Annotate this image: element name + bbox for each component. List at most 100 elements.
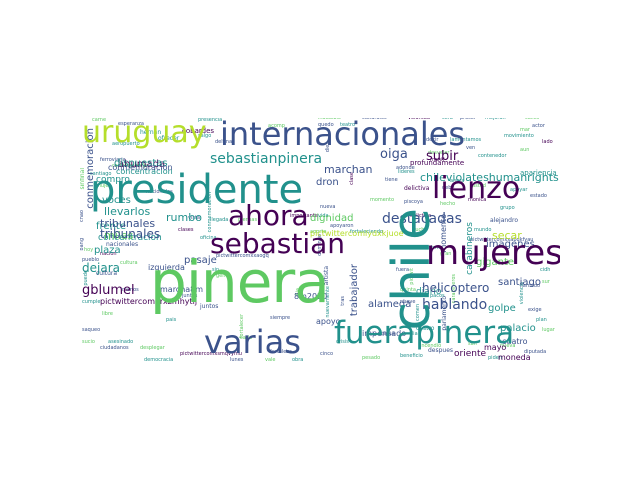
word: aeropuerto — [112, 141, 140, 147]
word: asesinado — [108, 339, 134, 345]
word: miles — [104, 229, 134, 242]
word: marcha8m — [160, 285, 204, 294]
word-ahora: ahora — [228, 199, 309, 232]
word: ahumada — [118, 159, 166, 170]
word: santiago — [90, 171, 112, 177]
word: teatro — [340, 122, 356, 128]
word: piensas — [238, 217, 258, 223]
word: ciudadanos — [100, 345, 129, 351]
word: cinco — [320, 351, 334, 357]
word: oficina — [200, 235, 217, 241]
word: lamentamos — [450, 137, 482, 143]
word: clases — [178, 227, 194, 233]
word: chao — [80, 210, 85, 223]
word: pasaje — [184, 255, 217, 266]
word: izquierda — [148, 263, 185, 272]
word: cidh — [540, 267, 551, 273]
word: imagenes — [486, 239, 535, 250]
word: ven — [466, 145, 476, 151]
word: oiga — [380, 147, 408, 162]
word: oriente — [454, 349, 487, 359]
word: dia — [410, 331, 418, 337]
word: llevarlos — [104, 205, 151, 218]
word: apariencia — [520, 169, 557, 177]
word: dignidad — [310, 213, 354, 224]
word: trabajador — [349, 264, 360, 317]
word: despues — [428, 347, 454, 354]
word: voluntad — [408, 118, 430, 121]
word: monica — [468, 197, 487, 203]
word: diputada — [524, 349, 547, 355]
word: hoy — [84, 247, 94, 253]
word: fortaleza — [270, 349, 293, 355]
word: pais — [166, 317, 177, 323]
word: importante — [290, 213, 318, 219]
word: santiago — [498, 277, 541, 288]
word: apoyaron — [330, 223, 354, 229]
word: delictiva — [404, 185, 430, 192]
word: bang — [80, 238, 85, 251]
word: llamado — [520, 283, 541, 289]
word: vale — [265, 357, 276, 363]
word: desplegar — [140, 345, 165, 351]
word: pictwittercomxxaogq — [216, 253, 269, 259]
word: helicoptero — [422, 281, 490, 295]
word-lienzo: lienzo — [432, 171, 521, 206]
word: delfina — [215, 139, 233, 145]
word: piden — [488, 355, 502, 361]
word: acomp — [268, 123, 285, 129]
word: ahora — [450, 178, 465, 184]
word: pueblo — [82, 257, 100, 263]
word: libre — [102, 311, 113, 317]
word: quinta — [400, 287, 416, 293]
word: carne — [92, 118, 107, 123]
word: causa — [380, 331, 395, 337]
word: golpe — [488, 303, 516, 314]
word: moneda — [498, 353, 531, 362]
word: inaudible — [318, 118, 341, 121]
word: 8m2020 — [294, 292, 328, 301]
word: destacadas — [382, 211, 462, 227]
word: llegada — [210, 217, 229, 223]
word: lideres — [398, 169, 415, 175]
word: cultura — [96, 270, 118, 277]
word: sur — [542, 279, 550, 285]
word: fortaleciendo — [350, 229, 383, 235]
word: lado — [542, 139, 553, 145]
word: plaza — [94, 245, 121, 256]
word: diario — [416, 287, 442, 297]
word: dron — [316, 177, 339, 188]
word: carlosdelmalp — [112, 163, 148, 169]
word: esperanza — [118, 121, 144, 127]
word: marchan — [324, 163, 373, 176]
word: profundamente — [410, 159, 465, 167]
word: impensado — [362, 329, 407, 338]
word: movimiento — [504, 133, 534, 139]
word: apoyar — [510, 187, 528, 193]
word: desvelar — [428, 150, 450, 156]
word: cobardes — [182, 127, 215, 135]
word: san — [468, 341, 477, 347]
word-cloud: carne esperanza presencia inaudible cult… — [80, 118, 560, 363]
word: quedo — [318, 122, 334, 128]
word: lucha — [414, 227, 428, 233]
word: democracia — [144, 357, 174, 363]
word: manos — [122, 287, 139, 293]
word: debe — [442, 185, 455, 191]
word-sebastianpinera: sebastianpinera — [210, 151, 323, 167]
word: aporte — [310, 229, 327, 235]
word: lunes — [230, 357, 244, 363]
word: aun — [520, 147, 530, 153]
word: juntos — [200, 303, 219, 310]
word: saqueo — [82, 327, 101, 333]
word: tras — [340, 296, 346, 306]
word: mujer — [96, 183, 111, 189]
word-varias: varias — [204, 323, 301, 361]
word: tiene — [385, 177, 398, 183]
word-mujeres: mujeres — [426, 233, 560, 273]
word: manif — [430, 157, 445, 163]
word: momento — [370, 197, 395, 203]
word-presidente: presidente — [90, 167, 304, 213]
word: rumbo — [166, 211, 202, 224]
word: sera — [442, 118, 453, 121]
